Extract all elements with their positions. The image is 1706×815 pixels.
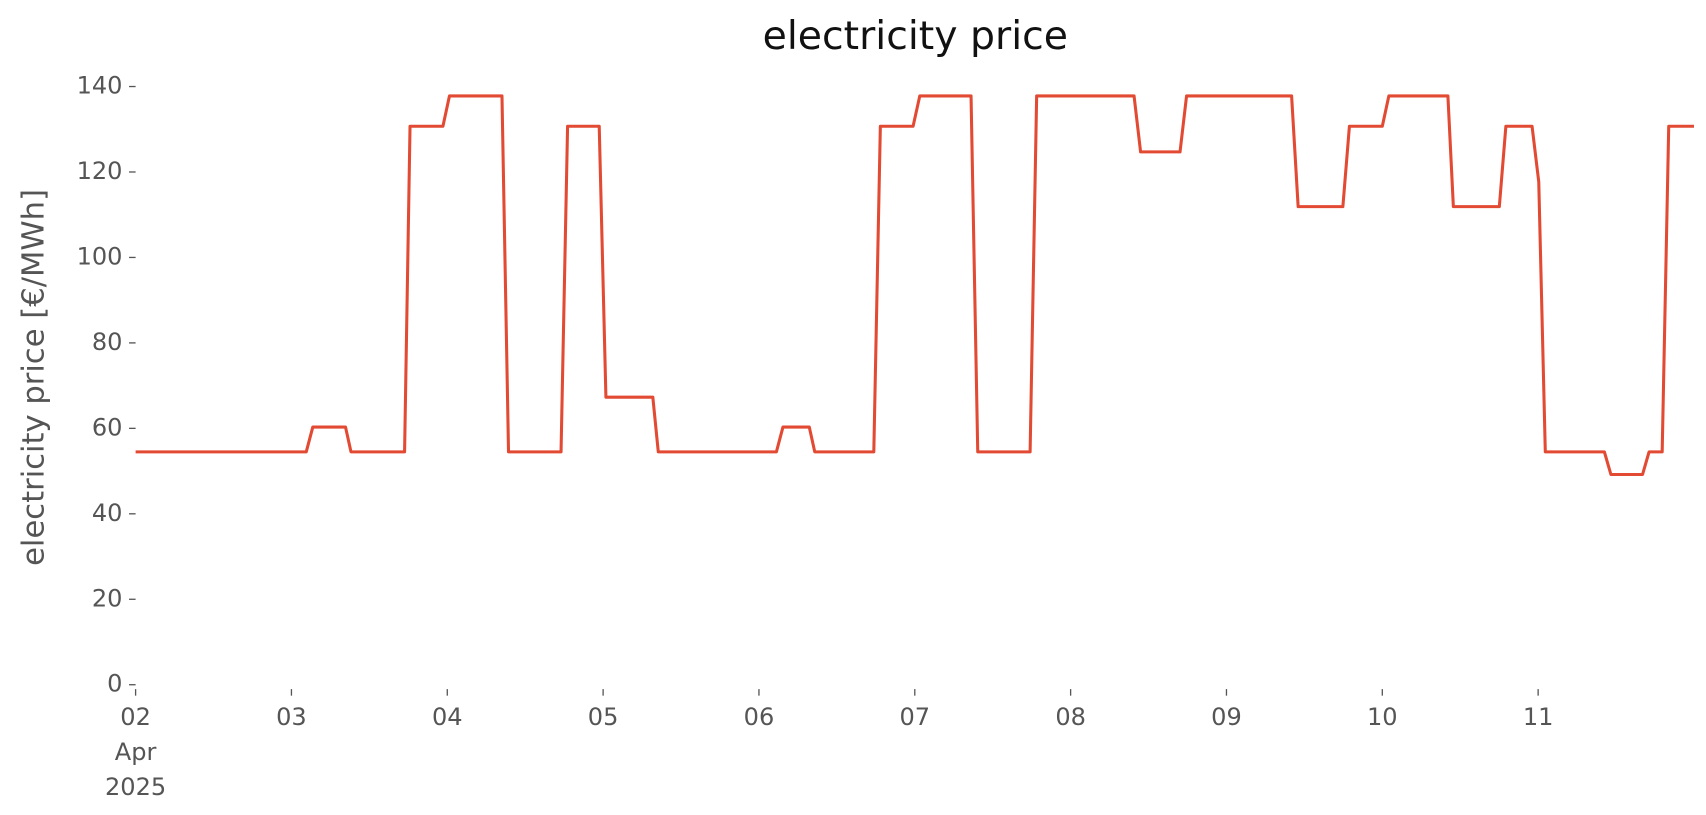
x-tick-label: 06 <box>744 703 775 731</box>
x-tick-label: 10 <box>1367 703 1398 731</box>
x-tick-label: 09 <box>1211 703 1242 731</box>
y-tick-label: 80 <box>92 328 123 356</box>
y-tick-label: 40 <box>92 499 123 527</box>
chart-title: electricity price <box>763 13 1068 59</box>
y-tick-label: 140 <box>77 72 123 100</box>
x-tick-label: 03 <box>276 703 307 731</box>
x-tick-label: 11 <box>1523 703 1554 731</box>
y-tick-label: 60 <box>92 413 123 441</box>
x-tick-label: 02 Apr 2025 <box>105 703 166 801</box>
x-tick-label: 04 <box>432 703 463 731</box>
line-series <box>135 94 1694 477</box>
x-tick-label: 07 <box>899 703 930 731</box>
y-tick-label: 20 <box>92 584 123 612</box>
y-tick-label: 0 <box>107 670 122 698</box>
y-tick-label: 100 <box>77 242 123 270</box>
x-tick-label: 08 <box>1055 703 1086 731</box>
y-tick-label: 120 <box>77 157 123 185</box>
x-tick-label: 05 <box>588 703 619 731</box>
y-axis-label: electricity price [€/MWh] <box>16 189 51 566</box>
